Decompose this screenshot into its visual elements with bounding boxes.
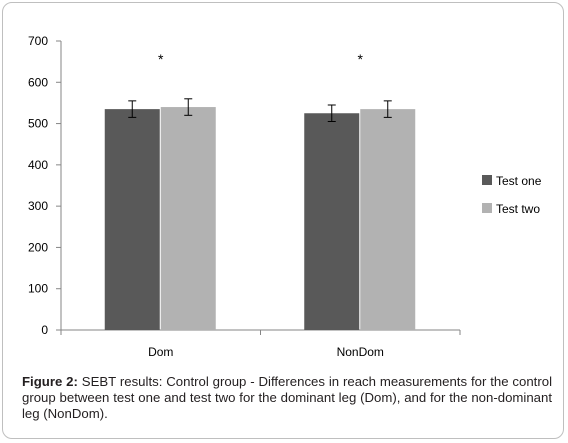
- y-tick-label: 0: [41, 323, 48, 337]
- y-tick-label: 200: [28, 240, 48, 254]
- y-tick-label: 600: [28, 75, 48, 89]
- y-axis: 0 100 200 300 400 500 600 700: [28, 34, 62, 337]
- significance-marker: *: [358, 51, 364, 67]
- caption-label: Figure 2:: [22, 374, 78, 389]
- legend-swatch: [482, 203, 492, 213]
- y-tick-label: 500: [28, 117, 48, 131]
- y-tick-label: 400: [28, 158, 48, 172]
- bar-test-one-nondom: [304, 113, 360, 330]
- figure-caption: Figure 2: SEBT results: Control group - …: [22, 374, 552, 422]
- y-tick-label: 100: [28, 282, 48, 296]
- bar-test-one-dom: [104, 109, 160, 330]
- legend: Test one Test two: [482, 174, 542, 216]
- figure-frame: [2, 2, 564, 439]
- y-tick-label: 700: [28, 34, 48, 48]
- significance-marker: *: [158, 51, 164, 67]
- bar-test-two-dom: [160, 107, 216, 330]
- x-tick-label: NonDom: [337, 345, 384, 359]
- legend-label: Test one: [496, 174, 542, 188]
- legend-swatch: [482, 175, 492, 185]
- bar-test-two-nondom: [360, 109, 416, 330]
- legend-label: Test two: [496, 202, 540, 216]
- caption-text: SEBT results: Control group - Difference…: [22, 374, 553, 421]
- x-axis: Dom NonDom: [60, 329, 461, 359]
- x-tick-label: Dom: [148, 345, 173, 359]
- bars: * *: [104, 51, 416, 330]
- y-tick-label: 300: [28, 199, 48, 213]
